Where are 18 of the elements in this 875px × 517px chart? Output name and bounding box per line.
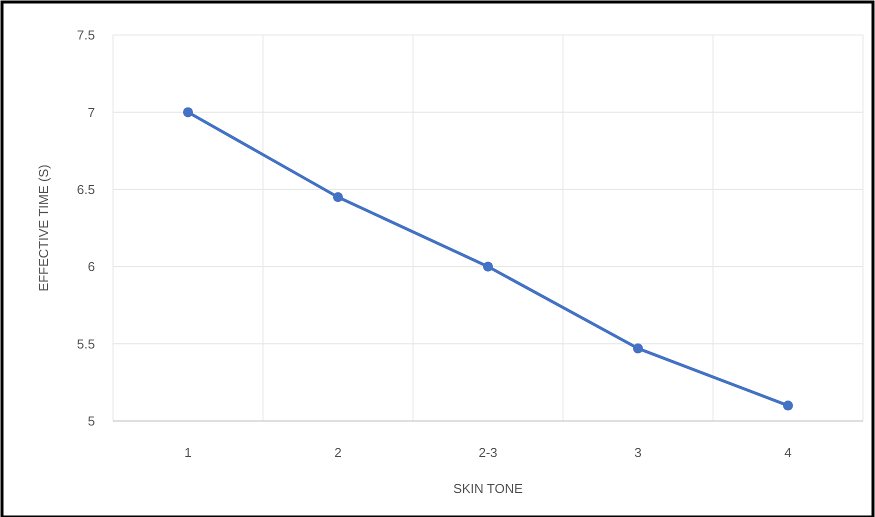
y-tick-label: 5 (88, 414, 95, 429)
point (633, 343, 643, 354)
y-tick-label: 7 (88, 104, 95, 120)
x-axis-title: SKIN TONE (453, 481, 524, 496)
x-tick-label: 1 (184, 445, 192, 460)
point (783, 400, 793, 411)
y-axis-title: EFFECTIVE TIME (S) (36, 164, 51, 292)
y-tick-label: 6 (88, 259, 95, 274)
x-tick-label: 4 (784, 445, 792, 460)
x-tick-label: 2-3 (478, 445, 498, 460)
y-tick-label: 7.5 (76, 28, 95, 43)
x-tick-label: 3 (634, 445, 642, 460)
y-tick-label: 5.5 (76, 336, 95, 352)
point (483, 262, 493, 272)
point (183, 107, 193, 118)
y-tick-label: 6.5 (76, 182, 95, 197)
point (333, 192, 343, 202)
x-tick-label: 2 (334, 445, 342, 460)
